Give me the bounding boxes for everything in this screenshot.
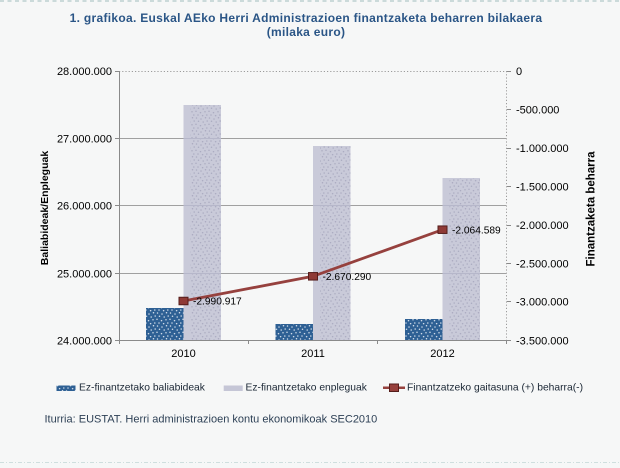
- svg-text:2010: 2010: [171, 348, 195, 360]
- svg-text:-3.000.000: -3.000.000: [516, 297, 569, 309]
- svg-text:Finantzatzeko gaitasuna (+) be: Finantzatzeko gaitasuna (+) beharra(-): [407, 383, 583, 394]
- svg-text:25.000.000: 25.000.000: [57, 269, 112, 281]
- svg-text:2011: 2011: [301, 348, 325, 360]
- svg-text:-2.064.589: -2.064.589: [452, 225, 501, 236]
- svg-text:Baliabideak/Enpleguak: Baliabideak/Enpleguak: [39, 151, 51, 266]
- svg-text:24.000.000: 24.000.000: [57, 336, 112, 348]
- svg-text:-2.990.917: -2.990.917: [193, 296, 242, 307]
- svg-text:27.000.000: 27.000.000: [57, 134, 112, 146]
- svg-text:0: 0: [516, 66, 522, 78]
- svg-text:-2.000.000: -2.000.000: [516, 220, 569, 232]
- svg-text:Finantzaketa beharra: Finantzaketa beharra: [586, 151, 598, 267]
- svg-text:1. grafikoa. Euskal AEko Herri: 1. grafikoa. Euskal AEko Herri Administr…: [70, 11, 543, 25]
- svg-text:26.000.000: 26.000.000: [57, 201, 112, 213]
- svg-text:Ez-finantzetako enpleguak: Ez-finantzetako enpleguak: [246, 383, 368, 394]
- svg-text:-2.670.290: -2.670.290: [323, 272, 372, 283]
- svg-text:-3.500.000: -3.500.000: [516, 336, 569, 348]
- svg-text:2012: 2012: [430, 348, 454, 360]
- svg-text:-2.500.000: -2.500.000: [516, 259, 569, 271]
- svg-text:Ez-finantzetako baliabideak: Ez-finantzetako baliabideak: [79, 383, 206, 394]
- svg-text:-1.000.000: -1.000.000: [516, 143, 569, 155]
- svg-text:(milaka euro): (milaka euro): [267, 25, 346, 39]
- svg-text:-1.500.000: -1.500.000: [516, 182, 569, 194]
- svg-text:28.000.000: 28.000.000: [57, 66, 112, 78]
- svg-text:Iturria: EUSTAT. Herri adminis: Iturria: EUSTAT. Herri administrazioen k…: [45, 414, 378, 426]
- svg-text:-500.000: -500.000: [516, 105, 559, 117]
